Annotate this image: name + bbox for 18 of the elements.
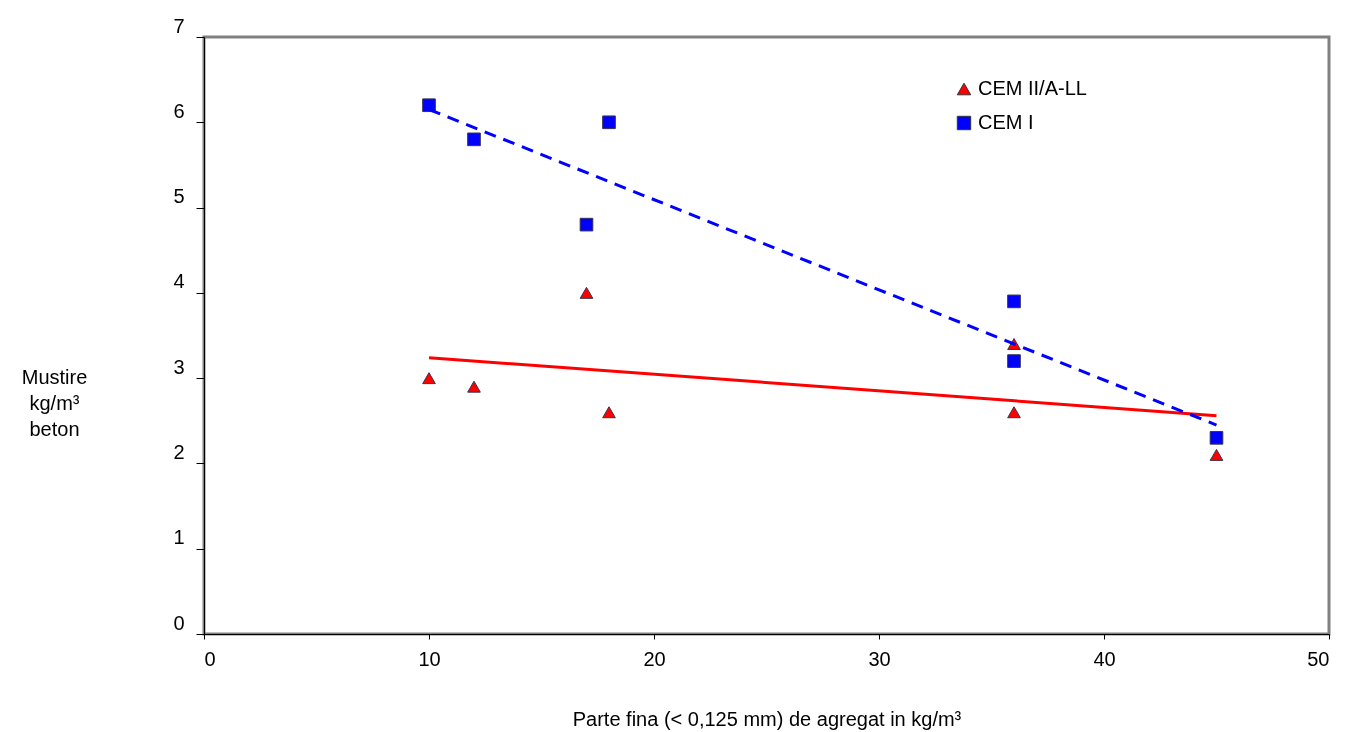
x-axis-title: Parte fina (< 0,125 mm) de agregat in kg/m³ <box>572 707 962 730</box>
x-tick-label: 10 <box>418 647 441 670</box>
y-tick-label: 4 <box>173 270 185 293</box>
y-tick-label: 1 <box>173 526 185 549</box>
y-tick-label: 0 <box>173 611 185 634</box>
x-tick-label: 20 <box>643 647 666 670</box>
y-tick-label: 6 <box>173 99 185 122</box>
y-tick-label: 5 <box>173 185 185 208</box>
y-tick-label: 3 <box>173 355 185 378</box>
y-tick-label: 7 <box>173 14 185 37</box>
y-axis-title: Mustire kg/m³ beton <box>21 365 88 440</box>
x-tick-label: 0 <box>204 647 216 670</box>
x-tick-label: 30 <box>868 647 891 670</box>
legend-label: CEM II/A-LL <box>978 77 1087 99</box>
x-tick-label: 40 <box>1093 647 1116 670</box>
legend-label: CEM I <box>978 111 1034 133</box>
x-tick-label: 50 <box>1307 647 1330 670</box>
y-tick-label: 2 <box>173 440 185 463</box>
